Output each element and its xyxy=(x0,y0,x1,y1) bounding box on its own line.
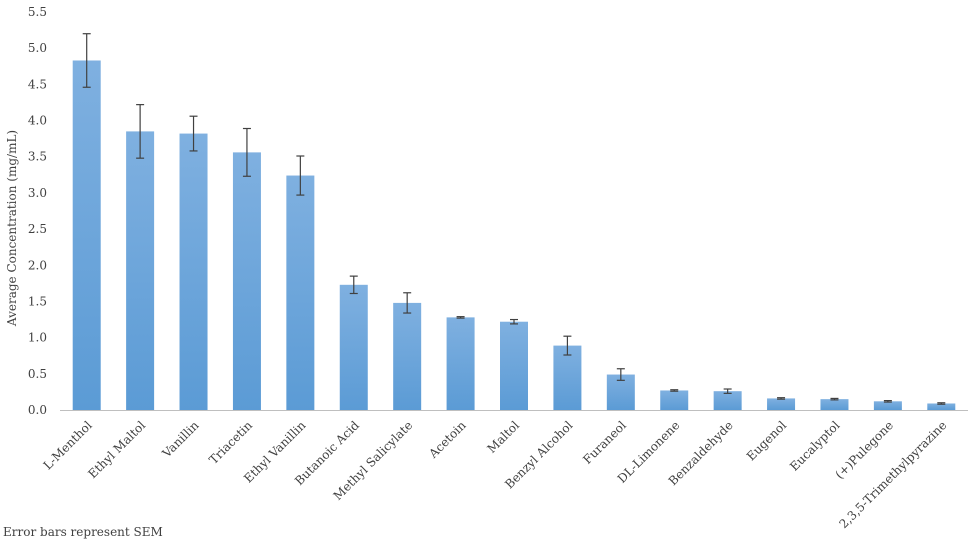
y-axis: 0.0 0.5 1.0 1.5 2.0 2.5 3.0 3.5 4.0 4.5 5.0 5.5 xyxy=(28,5,47,417)
bar xyxy=(232,152,261,411)
category-label: Acetoin xyxy=(425,418,468,461)
y-tick-label: 3.5 xyxy=(28,150,47,164)
y-tick-label: 0.0 xyxy=(28,403,47,417)
error-bar xyxy=(670,389,679,392)
error-bar xyxy=(242,127,251,177)
bar xyxy=(713,391,742,410)
y-tick-label: 5.5 xyxy=(28,5,47,19)
error-bar xyxy=(937,402,946,405)
y-tick-label: 4.5 xyxy=(28,77,47,91)
error-bar xyxy=(723,388,732,394)
bar xyxy=(500,321,528,410)
error-bar xyxy=(563,335,572,356)
bar xyxy=(820,399,849,410)
category-label: Maltol xyxy=(485,418,523,456)
bar xyxy=(126,131,155,410)
bars xyxy=(72,60,956,411)
bar xyxy=(553,345,582,410)
error-bar xyxy=(830,397,839,401)
category-label: Triacetin xyxy=(206,418,255,467)
bar xyxy=(660,390,689,410)
bar xyxy=(72,60,101,410)
category-label: Eugenol xyxy=(744,418,789,463)
y-tick-label: 1.5 xyxy=(28,294,47,308)
bar xyxy=(179,133,208,410)
category-label: Eucalyptol xyxy=(787,418,843,474)
error-bar xyxy=(456,316,465,319)
error-bar xyxy=(189,115,198,152)
y-tick-label: 4.0 xyxy=(28,114,47,128)
category-label: 2,3,5-Trimethylpyrazine xyxy=(836,418,949,531)
y-tick-label: 1.0 xyxy=(28,331,47,345)
category-label: Vanillin xyxy=(159,418,202,461)
y-tick-label: 2.0 xyxy=(28,258,47,272)
bar xyxy=(339,284,368,410)
error-bar xyxy=(349,275,358,295)
error-bar xyxy=(510,318,518,325)
bar xyxy=(927,403,956,410)
error-bar xyxy=(296,155,305,196)
y-tick-label: 5.0 xyxy=(28,41,47,55)
bar xyxy=(286,175,315,410)
bar xyxy=(446,317,475,410)
error-bar xyxy=(777,397,786,400)
error-bar xyxy=(403,292,412,314)
y-tick-label: 3.0 xyxy=(28,186,47,200)
error-bar xyxy=(82,33,91,88)
category-label: Furaneol xyxy=(580,418,629,467)
error-bar xyxy=(883,399,892,403)
bar xyxy=(873,401,902,410)
category-label: L-Menthol xyxy=(41,418,95,472)
bar xyxy=(393,302,422,410)
y-axis-label: Average Concentration (mg/mL) xyxy=(5,130,19,327)
error-bar xyxy=(136,104,145,159)
category-label: Ethyl Maltol xyxy=(85,418,148,481)
y-tick-label: 0.5 xyxy=(28,367,47,381)
error-bar xyxy=(616,368,625,381)
error-bars xyxy=(82,33,946,405)
bar xyxy=(767,398,796,410)
chart-note: Error bars represent SEM xyxy=(3,525,163,539)
y-tick-label: 2.5 xyxy=(28,222,47,236)
